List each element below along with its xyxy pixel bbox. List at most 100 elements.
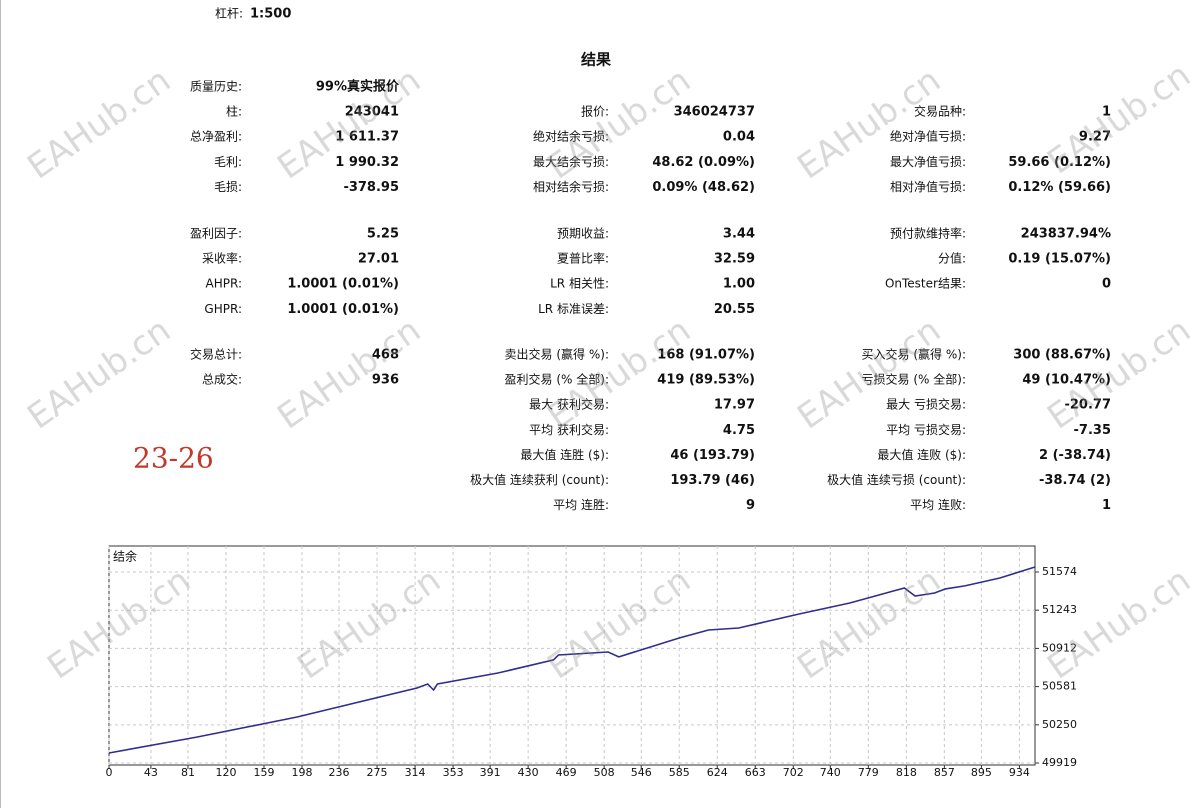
field-value: 2 (-38.74) [1039, 448, 1111, 463]
y-tick-label: 50912 [1042, 641, 1077, 654]
field-label: 最大值 连胜 ($): [520, 447, 609, 462]
field-label: 柱: [226, 104, 242, 119]
field-value: 32.59 [714, 252, 755, 267]
field-value: -7.35 [1074, 423, 1111, 438]
field-value: 0.04 [723, 130, 755, 145]
field-label: 最大结余亏损: [533, 154, 609, 169]
field-label: 亏损交易 (% 全部): [862, 372, 966, 387]
field-label: 夏普比率: [557, 251, 609, 266]
field-value: 17.97 [714, 398, 755, 413]
field-value: -378.95 [343, 180, 399, 195]
field-label: 质量历史: [190, 80, 242, 94]
x-tick-label: 236 [329, 766, 350, 779]
field-value: 5.25 [367, 227, 399, 242]
field-value: 48.62 (0.09%) [652, 155, 755, 170]
field-value: -38.74 (2) [1039, 473, 1111, 488]
field-label: 绝对结余亏损: [533, 129, 609, 144]
field-value: 9 [746, 498, 755, 513]
field-value: -20.77 [1064, 398, 1111, 413]
field-label: 报价: [581, 104, 609, 119]
field-value: 468 [372, 348, 399, 363]
x-tick-label: 43 [144, 766, 158, 779]
x-tick-label: 857 [934, 766, 955, 779]
field-label: 最大 亏损交易: [886, 397, 966, 412]
x-tick-label: 624 [707, 766, 728, 779]
field-label: 盈利交易 (% 全部): [505, 372, 609, 387]
x-tick-label: 585 [669, 766, 690, 779]
field-label: LR 标准误差: [538, 302, 609, 316]
field-value: 1 611.37 [335, 130, 399, 145]
field-label: 采收率: [202, 251, 242, 266]
field-label: 相对结余亏损: [533, 179, 609, 194]
y-tick-label: 50250 [1042, 718, 1077, 731]
field-value: 59.66 (0.12%) [1008, 155, 1111, 170]
field-label: OnTester结果: [885, 277, 966, 291]
field-label: 毛损: [214, 180, 242, 194]
field-value: 27.01 [358, 252, 399, 267]
field-label: 交易总计: [190, 347, 242, 362]
field-label: 预期收益: [557, 227, 609, 241]
field-label: 盈利因子: [190, 227, 242, 241]
field-value: 1 990.32 [335, 155, 399, 170]
field-value: 49 (10.47%) [1022, 373, 1111, 388]
x-tick-label: 818 [896, 766, 917, 779]
field-label: 总净盈利: [190, 130, 242, 144]
x-tick-label: 353 [443, 766, 464, 779]
field-label: 买入交易 (赢得 %): [862, 347, 966, 362]
y-tick-label: 50581 [1042, 680, 1077, 693]
field-label: GHPR: [204, 302, 242, 316]
field-value: 0.09% (48.62) [652, 180, 755, 195]
x-tick-label: 198 [291, 766, 312, 779]
field-value: 9.27 [1079, 130, 1111, 145]
field-value: 1 [1102, 498, 1111, 513]
leverage-value: 1:500 [250, 7, 291, 22]
field-value: 20.55 [714, 302, 755, 317]
x-tick-label: 779 [858, 766, 879, 779]
field-label: 预付款维持率: [890, 226, 966, 241]
field-label: 平均 亏损交易: [886, 422, 966, 437]
x-tick-label: 546 [631, 766, 652, 779]
leverage-label: 杠杆: [215, 6, 243, 21]
x-tick-label: 120 [215, 766, 236, 779]
field-label: 平均 连胜: [553, 497, 609, 512]
field-value: 193.79 (46) [670, 473, 755, 488]
field-label: 平均 获利交易: [529, 422, 609, 437]
field-value: 243837.94% [1021, 227, 1111, 242]
balance-line [108, 566, 1036, 754]
field-label: LR 相关性: [550, 277, 609, 291]
field-value: 4.75 [723, 423, 755, 438]
y-tick-label: 49919 [1042, 756, 1077, 769]
x-tick-label: 275 [367, 766, 388, 779]
field-value: 1 [1102, 105, 1111, 120]
field-label: 极大值 连续亏损 (count): [827, 472, 966, 487]
field-value: 99%真实报价 [316, 79, 400, 95]
field-label: AHPR: [206, 277, 242, 291]
field-label: 卖出交易 (赢得 %): [505, 347, 609, 362]
x-tick-label: 430 [518, 766, 539, 779]
report-title: 结果 [581, 51, 612, 69]
x-tick-label: 0 [106, 766, 113, 779]
field-value: 46 (193.79) [670, 448, 755, 463]
field-value: 1.00 [723, 277, 755, 292]
field-label: 最大值 连败 ($): [877, 447, 966, 462]
chart-title: 结余 [113, 549, 137, 564]
field-label: 相对净值亏损: [890, 179, 966, 194]
field-value: 3.44 [723, 227, 755, 242]
field-label: 分值: [938, 251, 966, 266]
field-value: 346024737 [674, 105, 755, 120]
field-value: 1.0001 (0.01%) [287, 277, 399, 292]
field-value: 243041 [345, 105, 399, 120]
x-tick-label: 895 [971, 766, 992, 779]
x-tick-label: 314 [405, 766, 426, 779]
field-value: 0.19 (15.07%) [1008, 252, 1111, 267]
x-tick-label: 469 [556, 766, 577, 779]
field-value: 1.0001 (0.01%) [287, 302, 399, 317]
x-tick-label: 702 [783, 766, 804, 779]
field-value: 0 [1102, 277, 1111, 292]
annotation: 23-26 [133, 442, 214, 475]
field-label: 最大 获利交易: [529, 397, 609, 412]
x-tick-label: 663 [745, 766, 766, 779]
y-tick-label: 51243 [1042, 603, 1077, 616]
field-label: 毛利: [214, 155, 242, 169]
